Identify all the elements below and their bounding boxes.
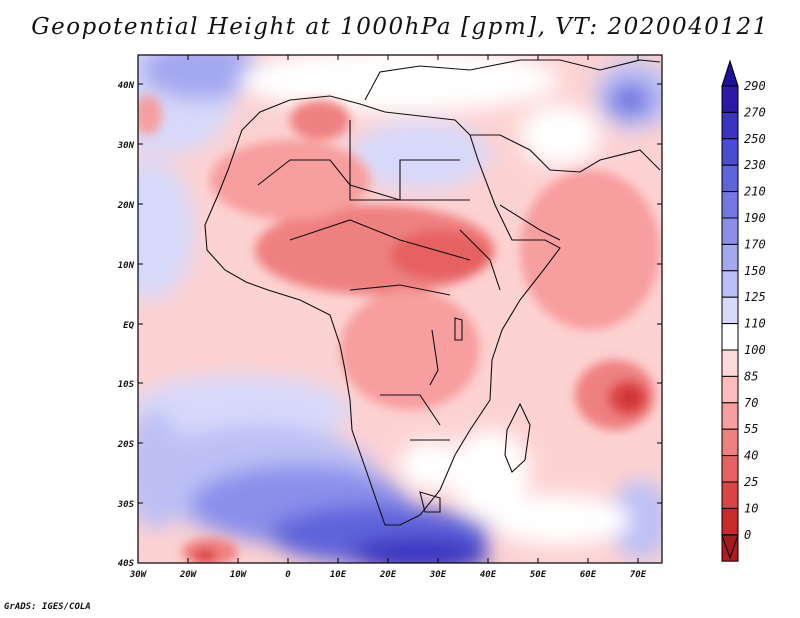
colorbar-swatch — [721, 507, 739, 536]
lat-label: 10N — [118, 261, 135, 271]
lat-label: 20N — [117, 201, 135, 211]
colorbar-label: 85 — [744, 369, 758, 383]
colorbar-swatch — [721, 243, 739, 272]
colorbar-swatch — [721, 138, 739, 166]
lon-label: 20W — [179, 570, 198, 580]
lon-label: 30W — [129, 570, 148, 580]
lat-label: 30N — [117, 141, 135, 151]
colorbar-swatch — [721, 296, 739, 325]
colorbar-swatch — [721, 428, 739, 457]
colorbar-swatch — [721, 375, 739, 404]
colorbar-label: 0 — [744, 528, 751, 542]
coastlines — [204, 59, 661, 526]
colorbar-swatch — [721, 270, 739, 298]
colorbar-label: 110 — [744, 317, 766, 331]
colorbar: 2902702502302101901701501251101008570554… — [721, 59, 766, 562]
colorbar-label: 190 — [744, 211, 766, 225]
lon-label: 0 — [285, 570, 291, 580]
colorbar-swatch — [721, 349, 739, 377]
lat-label: EQ — [123, 321, 134, 331]
lon-label: 10E — [330, 570, 347, 580]
height-field — [138, 55, 662, 563]
colorbar-label: 290 — [744, 79, 766, 93]
colorbar-label: 230 — [744, 158, 766, 172]
colorbar-swatch — [721, 85, 739, 113]
colorbar-label: 170 — [744, 237, 766, 251]
colorbar-swatch — [721, 455, 739, 483]
lat-label: 40N — [118, 81, 135, 91]
lon-label: 70E — [630, 570, 647, 580]
colorbar-label: 10 — [744, 501, 758, 515]
colorbar-swatch — [721, 323, 739, 351]
colorbar-label: 100 — [744, 343, 766, 357]
lon-label: 60E — [580, 570, 597, 580]
colorbar-label: 250 — [744, 132, 766, 146]
colorbar-swatch — [721, 111, 739, 140]
colorbar-bottom-arrow — [721, 534, 739, 560]
colorbar-label: 40 — [744, 449, 758, 463]
colorbar-label: 150 — [744, 264, 766, 278]
grads-credit: GrADS: IGES/COLA — [4, 602, 91, 612]
lat-label: 10S — [118, 380, 135, 390]
map-border — [137, 54, 663, 564]
colorbar-swatch — [721, 164, 739, 193]
colorbar-label: 70 — [744, 396, 758, 410]
lat-axis: 40N 30N 20N 10N EQ 10S 20S 30S 40S — [117, 81, 662, 569]
colorbar-label: 125 — [744, 290, 766, 304]
colorbar-label: 55 — [744, 422, 758, 436]
lon-label: 10W — [230, 570, 248, 580]
lat-label: 20S — [117, 440, 135, 450]
colorbar-label: 270 — [744, 105, 766, 119]
colorbar-swatch — [721, 402, 739, 430]
lon-axis: 30W 20W 10W 0 10E 20E 30E 40E 50E 60E 70… — [129, 55, 647, 580]
colorbar-swatch — [721, 481, 739, 509]
colorbar-swatch — [721, 217, 739, 245]
colorbar-swatch — [721, 191, 739, 219]
colorbar-label: 25 — [744, 475, 758, 489]
chart-title: Geopotential Height at 1000hPa [gpm], VT… — [31, 14, 769, 40]
lon-label: 30E — [429, 570, 447, 580]
lat-label: 40S — [118, 559, 135, 569]
lon-label: 50E — [530, 570, 547, 580]
colorbar-label: 210 — [744, 185, 766, 199]
lat-label: 30S — [117, 500, 135, 510]
lon-label: 40E — [480, 570, 497, 580]
colorbar-top-arrow — [721, 59, 739, 87]
lon-label: 20E — [379, 570, 397, 580]
